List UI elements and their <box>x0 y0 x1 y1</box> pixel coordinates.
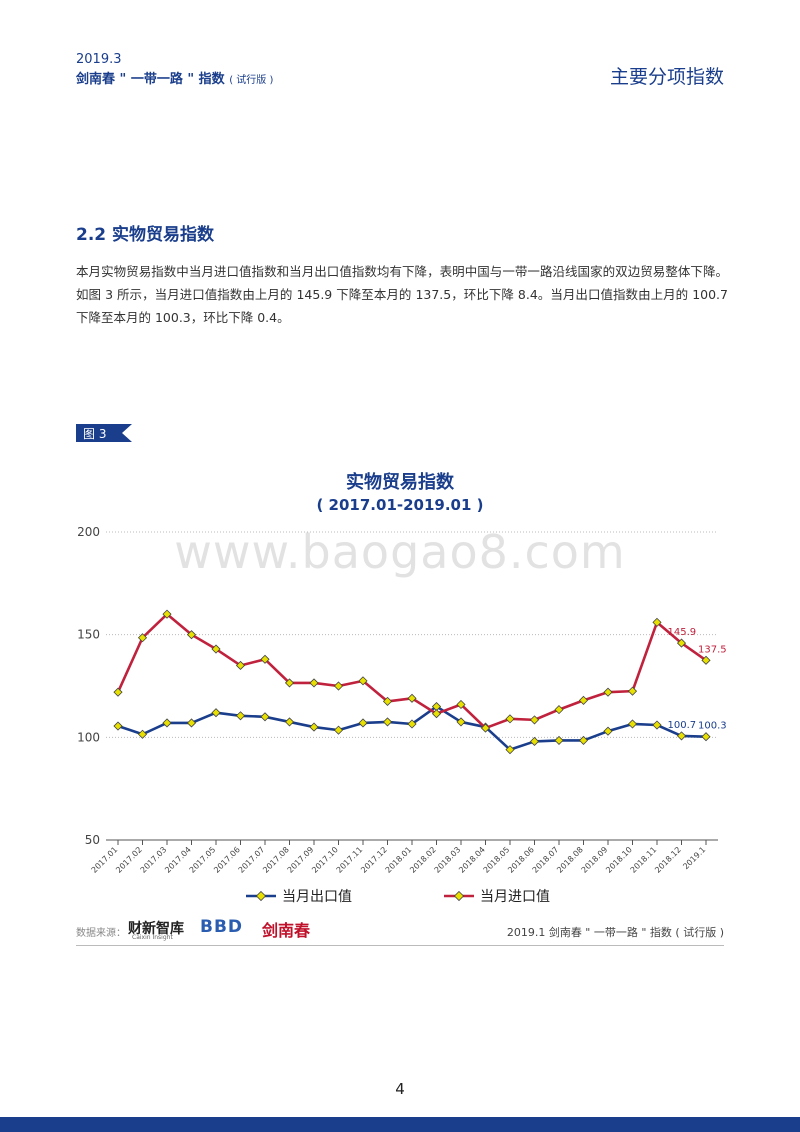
series-point-1 <box>382 696 393 706</box>
series-point-1 <box>529 715 540 725</box>
header-subtitle-main: 剑南春 " 一带一路 " 指数 <box>76 72 225 87</box>
section-title: 2.2 实物贸易指数 <box>76 225 215 245</box>
series-point-0 <box>162 718 172 728</box>
watermark: www.baogao8.com <box>174 525 626 579</box>
series-point-0 <box>211 708 221 718</box>
series-point-0 <box>407 719 417 729</box>
series-point-0 <box>333 725 344 735</box>
series-point-1 <box>652 617 662 627</box>
bottom-bar <box>0 1117 800 1132</box>
series-point-0 <box>113 721 123 731</box>
source-right: 2019.1 剑南春 " 一带一路 " 指数 ( 试行版 ) <box>506 926 724 939</box>
series-point-0 <box>529 736 540 747</box>
series-point-0 <box>676 731 687 741</box>
series-point-0 <box>701 732 711 742</box>
series-point-1 <box>603 687 613 697</box>
series-point-0 <box>382 717 393 727</box>
series-point-1 <box>309 678 319 688</box>
series-point-1 <box>701 655 711 665</box>
series-point-0 <box>186 718 197 728</box>
y-tick-label: 150 <box>77 628 100 642</box>
header-year: 2019.3 <box>76 52 122 67</box>
series-point-1 <box>505 714 515 724</box>
series-point-1 <box>358 676 368 686</box>
chart-subtitle: ( 2017.01-2019.01 ) <box>316 496 484 514</box>
series-point-0 <box>554 735 564 745</box>
legend-label-0: 当月出口值 <box>282 889 352 905</box>
series-point-1 <box>113 687 123 697</box>
series-point-1 <box>480 723 491 733</box>
y-tick-label: 100 <box>77 730 100 744</box>
figure-tag-shape <box>76 424 132 442</box>
series-point-1 <box>333 681 344 691</box>
series-point-1 <box>186 630 197 640</box>
y-tick-label: 200 <box>77 525 100 539</box>
series-point-0 <box>578 735 589 745</box>
series-point-0 <box>235 711 246 721</box>
series-point-0 <box>284 717 295 727</box>
legend-marker-1 <box>453 890 465 902</box>
x-tick-label: 2019.1 <box>681 845 707 871</box>
series-point-1 <box>260 654 270 664</box>
logo-bbd: BBD <box>200 917 244 937</box>
data-label: 137.5 <box>698 644 727 655</box>
data-label: 100.3 <box>698 721 727 732</box>
series-point-0 <box>603 726 613 736</box>
series-point-0 <box>137 729 148 739</box>
series-point-1 <box>284 678 295 688</box>
legend-marker-0 <box>255 890 267 902</box>
data-label: 145.9 <box>668 627 697 638</box>
series-point-1 <box>456 699 466 710</box>
series-point-0 <box>260 712 270 722</box>
figure-tag-label: 图 3 <box>83 427 107 441</box>
header-section-title: 主要分项指数 <box>609 66 724 88</box>
series-point-1 <box>627 686 638 696</box>
series-point-1 <box>578 695 589 705</box>
header-subtitle-small: ( 试行版 ) <box>229 75 274 86</box>
x-tick-label: 2018.12 <box>653 845 683 875</box>
source-divider <box>76 945 724 946</box>
series-point-1 <box>211 644 221 654</box>
page-number: 4 <box>395 1080 405 1098</box>
series-point-0 <box>627 719 638 729</box>
series-point-0 <box>652 720 662 730</box>
logo-caixin: 财新智库 <box>128 921 184 937</box>
series-point-0 <box>456 717 466 727</box>
section-paragraph: 本月实物贸易指数中当月进口值指数和当月出口值指数均有下降，表明中国与一带一路沿线… <box>76 264 728 325</box>
series-point-1 <box>676 638 687 648</box>
series-point-0 <box>358 718 368 728</box>
series-point-1 <box>235 660 246 671</box>
source-label: 数据来源： <box>76 928 126 939</box>
series-point-0 <box>309 722 319 732</box>
logo-jnc: 剑南春 <box>262 921 311 940</box>
series-line-1 <box>116 612 707 730</box>
legend-label-1: 当月进口值 <box>480 889 550 905</box>
series-point-1 <box>407 693 417 703</box>
series-point-1 <box>162 609 172 619</box>
logo-caixin-en: Caixin Insight <box>132 934 173 941</box>
series-point-0 <box>505 745 515 755</box>
y-tick-label: 50 <box>85 833 100 847</box>
header-subtitle: 剑南春 " 一带一路 " 指数 ( 试行版 ) <box>76 68 273 87</box>
series-point-1 <box>137 633 148 643</box>
data-label: 100.7 <box>668 720 697 731</box>
series-point-1 <box>554 705 564 715</box>
series-point-1 <box>431 709 442 719</box>
chart-title: 实物贸易指数 <box>346 472 454 493</box>
